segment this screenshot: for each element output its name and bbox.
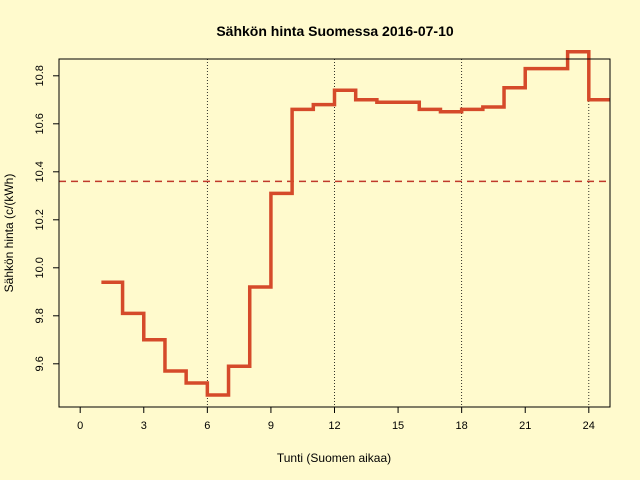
y-tick-label-6: 10.8 [34,65,46,86]
y-axis-label: Sähkön hinta (c/(kWh) [2,174,16,293]
x-tick-label-9: 9 [268,420,274,432]
chart-title: Sähkön hinta Suomessa 2016-07-10 [216,23,454,39]
y-tick-label-0: 9.6 [34,356,46,371]
x-tick-label-18: 18 [456,420,468,432]
x-tick-label-12: 12 [328,420,340,432]
x-tick-label-24: 24 [583,420,595,432]
plot-area: 0 3 6 9 12 15 18 21 24 9.6 9.8 10.0 10.2 10.4 10.6 10.8 [34,50,611,432]
x-tick-label-15: 15 [392,420,404,432]
price-step-line [101,50,610,397]
y-tick-label-2: 10.0 [34,257,46,278]
x-tick-label-3: 3 [141,420,147,432]
y-tick-label-1: 9.8 [34,308,46,323]
x-tick-label-0: 0 [77,420,83,432]
y-tick-label-5: 10.6 [34,113,46,134]
x-axis-label: Tunti (Suomen aikaa) [277,451,391,465]
x-tick-label-21: 21 [519,420,531,432]
x-tick-label-6: 6 [204,420,210,432]
y-tick-label-3: 10.2 [34,209,46,230]
y-tick-label-4: 10.4 [34,161,46,182]
